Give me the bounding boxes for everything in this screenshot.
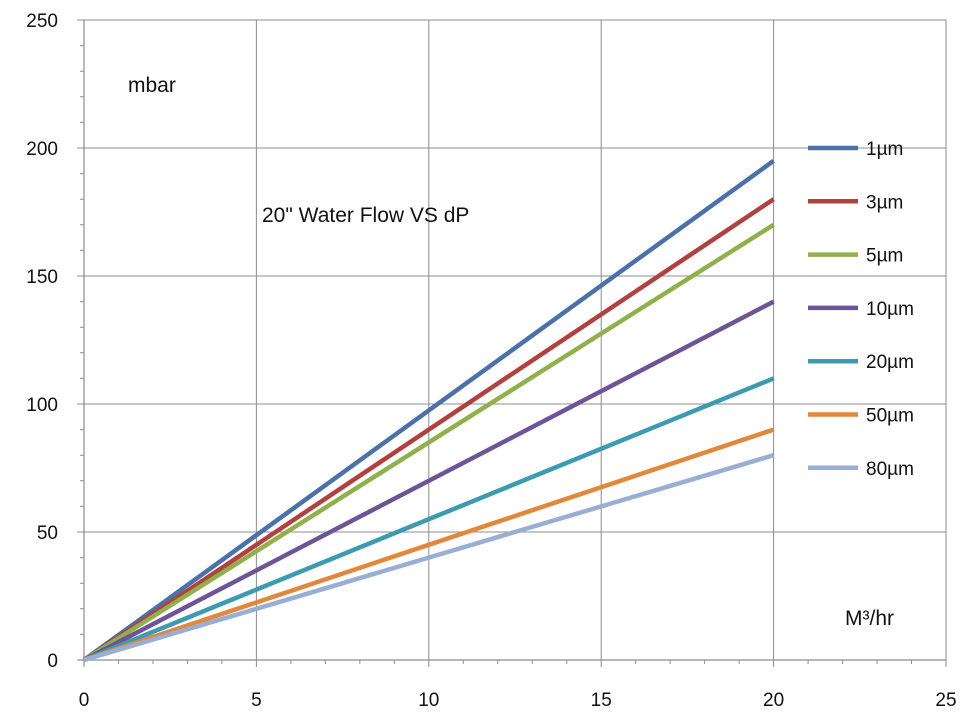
series-line <box>82 222 775 662</box>
series-line <box>82 158 775 662</box>
legend-label: 3µm <box>866 192 903 213</box>
chart-title: 20" Water Flow VS dP <box>262 204 469 227</box>
x-tick-label: 15 <box>591 690 612 711</box>
y-tick-label: 100 <box>26 395 58 416</box>
legend-label: 1µm <box>866 139 903 160</box>
legend-label: 5µm <box>866 246 903 267</box>
axes <box>77 19 947 667</box>
x-tick-label: 25 <box>935 690 956 711</box>
y-tick-label: 150 <box>26 267 58 288</box>
series-lines <box>82 158 775 663</box>
legend-label: 20µm <box>866 352 914 373</box>
y-tick-label: 200 <box>26 139 58 160</box>
series-line <box>83 453 775 663</box>
x-axis-label: M³/hr <box>845 607 894 630</box>
y-tick-label: 250 <box>26 11 58 32</box>
legend-label: 50µm <box>866 406 914 427</box>
x-tick-label: 5 <box>251 690 262 711</box>
series-line <box>83 427 775 663</box>
legend-label: 10µm <box>866 299 914 320</box>
x-tick-label: 10 <box>418 690 439 711</box>
y-tick-label: 0 <box>47 651 58 672</box>
y-tick-label: 50 <box>37 523 58 544</box>
y-axis-label: mbar <box>128 74 176 97</box>
x-tick-label: 0 <box>79 690 90 711</box>
series-line <box>83 376 775 663</box>
x-tick-label: 20 <box>763 690 784 711</box>
series-line <box>82 299 775 662</box>
series-line <box>82 197 775 662</box>
legend: 1µm 3µm 5µm 10µm 20µm 50µm 80µm <box>808 139 914 480</box>
legend-label: 80µm <box>866 459 914 480</box>
